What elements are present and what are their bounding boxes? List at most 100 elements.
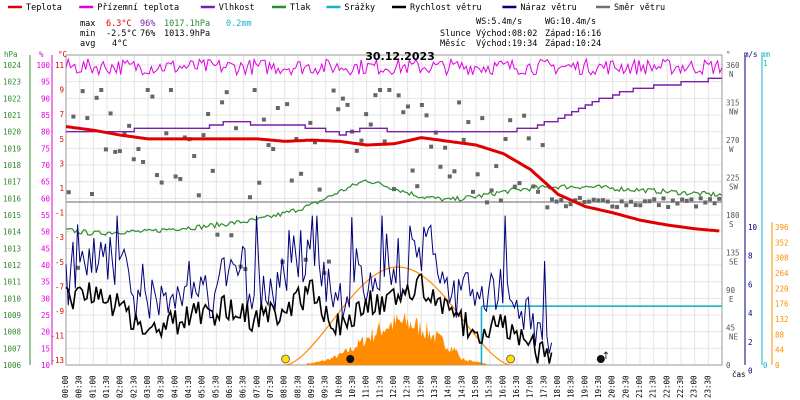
- wind-direction-dot: [596, 198, 601, 203]
- solar-tick: 396: [775, 223, 789, 232]
- wind-direction-dot: [605, 199, 610, 204]
- stats-avg-temp: 4°C: [112, 39, 127, 49]
- direction-axis-unit: °: [726, 50, 731, 59]
- time-tick: 12:00: [389, 375, 398, 398]
- moonset-time: Západ:10:24: [545, 39, 601, 49]
- time-tick: 13:30: [430, 375, 439, 398]
- time-tick: 16:00: [498, 375, 507, 398]
- wind-direction-dot: [94, 95, 99, 100]
- stats-rain: 0.2mm: [226, 19, 252, 29]
- rain-axis-unit: mm: [761, 50, 771, 59]
- humidity-tick: 45: [41, 244, 50, 253]
- direction-name: E: [729, 295, 734, 304]
- time-tick: 18:00: [553, 375, 562, 398]
- wind-direction-dot: [554, 199, 559, 204]
- time-tick: 11:30: [375, 375, 384, 398]
- legend-label: Rychlost větru: [410, 3, 482, 13]
- wind-direction-dot: [689, 197, 694, 202]
- temperature-tick: 11: [55, 61, 64, 70]
- solar-tick: 88: [775, 330, 785, 339]
- humidity-tick: 25: [41, 311, 50, 320]
- wind-direction-dot: [610, 204, 615, 209]
- wind-direction-dot: [271, 147, 276, 152]
- solar-tick: 44: [775, 346, 785, 355]
- wind-direction-dot: [229, 233, 234, 238]
- pressure-tick: 1007: [3, 344, 21, 353]
- wind-direction-dot: [545, 205, 550, 210]
- humidity-tick: 15: [41, 344, 50, 353]
- wind-direction-dot: [698, 196, 703, 201]
- time-tick: 22:00: [662, 375, 671, 398]
- temperature-tick: 1: [59, 184, 64, 193]
- solar-tick: 0: [775, 361, 780, 370]
- wind-direction-dot: [405, 104, 410, 109]
- wind-direction-dot: [192, 154, 197, 159]
- time-tick: 01:30: [102, 375, 111, 398]
- direction-tick: 135: [726, 249, 740, 258]
- wind-direction-dot: [661, 196, 666, 201]
- wind-direction-dot: [484, 200, 489, 205]
- wind-direction-dot: [512, 184, 517, 189]
- wind-direction-dot: [275, 105, 280, 110]
- sun-moon-markers: [281, 351, 609, 364]
- wind-direction-dot: [489, 188, 494, 193]
- wind-direction-dot: [317, 187, 322, 192]
- wind-direction-dot: [201, 133, 206, 138]
- legend-label: Přízemní teplota: [97, 3, 179, 13]
- wind-direction-dot: [122, 131, 127, 136]
- wind-direction-dot: [173, 174, 178, 179]
- direction-tick: 315: [726, 99, 740, 108]
- time-tick: 02:30: [129, 375, 138, 398]
- moon-label: Měsíc: [440, 39, 466, 49]
- temperature-axis-unit: °C: [58, 50, 67, 59]
- pressure-tick: 1016: [3, 194, 22, 203]
- wind-direction-dot: [424, 113, 429, 118]
- direction-name: W: [729, 145, 734, 154]
- wind-direction-dot: [252, 88, 257, 92]
- wind-direction-dot: [308, 120, 313, 125]
- feels-like-line: [65, 57, 723, 77]
- pressure-tick: 1012: [3, 261, 21, 270]
- pressure-tick: 1021: [3, 111, 21, 120]
- time-tick: 04:30: [184, 375, 193, 398]
- wind-direction-dot: [591, 197, 596, 202]
- moonrise-time: Východ:19:34: [476, 39, 537, 49]
- wind-direction-dot: [224, 90, 229, 95]
- direction-name: NW: [729, 108, 739, 117]
- temperature-tick: -3: [55, 233, 64, 242]
- humidity-tick: 55: [41, 211, 50, 220]
- temperature-tick: 9: [59, 86, 64, 95]
- humidity-tick: 80: [41, 128, 51, 137]
- legend-label: Náraz větru: [520, 3, 576, 13]
- wind-direction-dot: [340, 96, 345, 101]
- wind-direction-dot: [433, 130, 438, 135]
- wind-direction-dot: [289, 178, 294, 183]
- pressure-tick: 1022: [3, 94, 21, 103]
- time-tick: 11:00: [362, 375, 371, 398]
- time-tick: 20:30: [621, 375, 630, 398]
- time-tick: 01:00: [88, 375, 97, 398]
- legend-label: Tlak: [290, 3, 310, 13]
- wind-direction-dot: [131, 157, 136, 162]
- wind-direction-dot: [285, 102, 290, 107]
- humidity-tick: 65: [41, 178, 50, 187]
- stats-max-temp: 6.3°C: [106, 19, 132, 29]
- solar-tick: 264: [775, 269, 789, 278]
- wind-direction-dot: [536, 189, 541, 194]
- time-axis-label: čas: [732, 370, 746, 379]
- wind-direction-dot: [563, 204, 568, 209]
- humidity-tick: 40: [41, 261, 51, 270]
- time-tick: 14:30: [457, 375, 466, 398]
- time-tick: 09:30: [321, 375, 330, 398]
- wind-direction-dot: [438, 164, 443, 169]
- time-tick: 12:30: [403, 375, 412, 398]
- temperature-tick: 3: [59, 159, 64, 168]
- wind-direction-dot: [294, 136, 299, 141]
- wind-direction-dot: [210, 168, 215, 173]
- wind-direction-dot: [684, 198, 689, 203]
- legend-label: Srážky: [344, 3, 375, 13]
- wind-tick: 0: [748, 367, 753, 376]
- wind-direction-dot: [168, 88, 173, 92]
- temperature-tick: -9: [55, 307, 64, 316]
